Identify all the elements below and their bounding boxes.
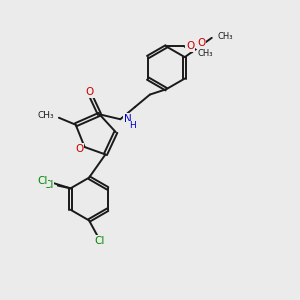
Text: H: H [129, 121, 136, 130]
Text: CH₃: CH₃ [217, 32, 232, 41]
Text: Cl: Cl [37, 176, 48, 186]
Text: CH₃: CH₃ [197, 50, 213, 58]
Text: O: O [197, 38, 205, 48]
Text: N: N [124, 114, 132, 124]
Text: O: O [75, 143, 83, 154]
Text: Cl: Cl [94, 236, 105, 246]
Text: O: O [186, 41, 194, 51]
Text: O: O [86, 87, 94, 97]
Text: Cl: Cl [43, 180, 53, 190]
Text: CH₃: CH₃ [38, 111, 54, 120]
